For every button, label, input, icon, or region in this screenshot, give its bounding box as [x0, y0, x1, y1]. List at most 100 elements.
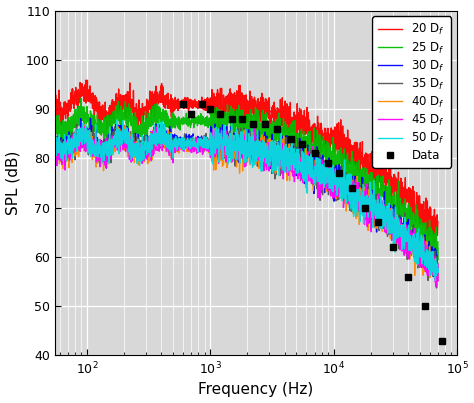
45 D$_f$ — [435, 262, 441, 267]
Data — [312, 151, 318, 156]
25 D$_f$ — [72, 114, 77, 118]
50 D$_f$ — [52, 134, 58, 139]
40 D$_f$ — [228, 142, 234, 147]
25 D$_f$ — [424, 229, 430, 234]
40 D$_f$ — [52, 152, 58, 157]
30 D$_f$ — [432, 275, 438, 280]
50 D$_f$ — [424, 249, 430, 253]
40 D$_f$ — [434, 282, 439, 287]
Data — [199, 102, 204, 106]
45 D$_f$ — [354, 181, 359, 185]
45 D$_f$ — [228, 139, 234, 144]
35 D$_f$ — [434, 286, 439, 291]
45 D$_f$ — [433, 285, 439, 289]
Line: 45 D$_f$: 45 D$_f$ — [55, 125, 438, 287]
20 D$_f$ — [424, 212, 430, 217]
50 D$_f$ — [228, 145, 234, 150]
20 D$_f$ — [72, 96, 77, 101]
50 D$_f$ — [424, 265, 429, 270]
Line: 30 D$_f$: 30 D$_f$ — [55, 118, 438, 278]
Data — [390, 245, 395, 249]
40 D$_f$ — [435, 266, 441, 271]
Data — [250, 121, 255, 126]
Legend: 20 D$_f$, 25 D$_f$, 30 D$_f$, 35 D$_f$, 40 D$_f$, 45 D$_f$, 50 D$_f$, Data: 20 D$_f$, 25 D$_f$, 30 D$_f$, 35 D$_f$, … — [373, 17, 451, 168]
35 D$_f$ — [73, 122, 79, 127]
35 D$_f$ — [228, 137, 234, 142]
30 D$_f$ — [88, 116, 93, 121]
40 D$_f$ — [115, 122, 120, 127]
35 D$_f$ — [354, 182, 359, 187]
25 D$_f$ — [424, 229, 429, 234]
Data — [375, 220, 381, 225]
25 D$_f$ — [238, 117, 244, 122]
45 D$_f$ — [52, 134, 58, 139]
Data — [188, 112, 194, 116]
20 D$_f$ — [228, 90, 234, 95]
35 D$_f$ — [72, 140, 77, 145]
20 D$_f$ — [435, 219, 441, 224]
25 D$_f$ — [435, 258, 440, 263]
35 D$_f$ — [238, 133, 244, 137]
50 D$_f$ — [435, 270, 441, 274]
Data — [208, 107, 213, 112]
35 D$_f$ — [424, 251, 429, 256]
30 D$_f$ — [238, 146, 244, 151]
45 D$_f$ — [72, 141, 77, 145]
25 D$_f$ — [228, 129, 234, 134]
50 D$_f$ — [114, 117, 120, 122]
20 D$_f$ — [431, 246, 437, 251]
20 D$_f$ — [424, 207, 429, 212]
35 D$_f$ — [52, 137, 58, 142]
35 D$_f$ — [435, 262, 441, 266]
Data — [229, 116, 235, 121]
35 D$_f$ — [424, 243, 430, 247]
30 D$_f$ — [424, 245, 430, 250]
25 D$_f$ — [435, 239, 441, 244]
Data — [263, 121, 268, 126]
Data — [299, 141, 304, 146]
30 D$_f$ — [228, 124, 234, 129]
25 D$_f$ — [354, 160, 359, 165]
Data — [288, 136, 294, 141]
30 D$_f$ — [354, 182, 359, 187]
Line: 50 D$_f$: 50 D$_f$ — [55, 120, 438, 281]
25 D$_f$ — [78, 96, 84, 101]
40 D$_f$ — [72, 135, 77, 140]
Data — [180, 102, 186, 106]
Line: 25 D$_f$: 25 D$_f$ — [55, 98, 438, 260]
45 D$_f$ — [80, 122, 85, 127]
20 D$_f$ — [354, 159, 359, 164]
Line: 40 D$_f$: 40 D$_f$ — [55, 125, 438, 284]
Data — [274, 127, 280, 131]
20 D$_f$ — [83, 78, 89, 83]
Line: 20 D$_f$: 20 D$_f$ — [55, 80, 438, 248]
40 D$_f$ — [424, 257, 429, 262]
25 D$_f$ — [52, 124, 58, 129]
50 D$_f$ — [354, 188, 359, 193]
Data — [239, 116, 245, 121]
Line: 35 D$_f$: 35 D$_f$ — [55, 124, 438, 288]
Data — [325, 161, 331, 166]
30 D$_f$ — [52, 134, 58, 139]
30 D$_f$ — [424, 261, 429, 266]
Data — [349, 185, 355, 190]
45 D$_f$ — [424, 258, 430, 262]
40 D$_f$ — [354, 191, 359, 196]
Data — [336, 171, 342, 176]
Data — [422, 304, 428, 309]
45 D$_f$ — [238, 150, 244, 154]
X-axis label: Frequency (Hz): Frequency (Hz) — [198, 382, 314, 397]
Line: Data: Data — [180, 101, 445, 344]
Data — [405, 274, 411, 279]
50 D$_f$ — [238, 148, 244, 153]
45 D$_f$ — [424, 246, 429, 251]
50 D$_f$ — [72, 137, 77, 142]
Data — [362, 205, 368, 210]
Y-axis label: SPL (dB): SPL (dB) — [6, 151, 20, 215]
40 D$_f$ — [238, 149, 244, 154]
30 D$_f$ — [72, 148, 77, 153]
30 D$_f$ — [435, 264, 441, 269]
40 D$_f$ — [424, 251, 430, 256]
20 D$_f$ — [52, 104, 58, 109]
Data — [439, 338, 445, 343]
